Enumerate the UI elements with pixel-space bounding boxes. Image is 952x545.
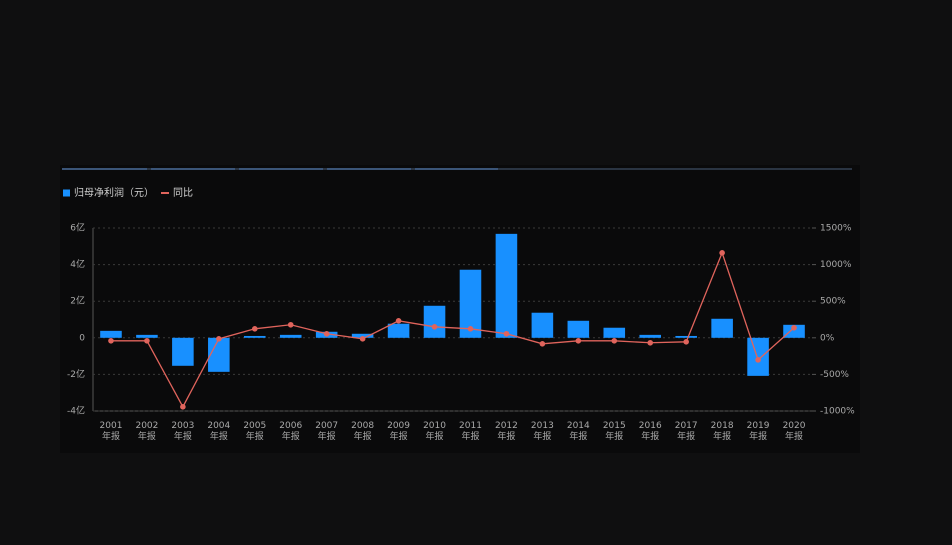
y2-tick-label: 0% (820, 333, 835, 343)
bar (351, 333, 374, 338)
x-tick-label: 2010 年报 (423, 421, 446, 442)
x-tick-label: 2003 年报 (171, 421, 194, 442)
bar (172, 337, 194, 366)
x-tick-label: 2008 年报 (351, 421, 374, 442)
line-point (395, 318, 402, 324)
bar (208, 337, 230, 372)
bar (675, 335, 697, 338)
x-tick-label: 2004 年报 (207, 421, 230, 442)
line-point (683, 339, 689, 345)
line-point (503, 330, 510, 337)
x-tick-label: 2007 年报 (315, 421, 338, 442)
y2-tick-label: 1500% (820, 224, 852, 234)
bar (100, 330, 122, 338)
bar (603, 327, 626, 338)
x-tick-label: 2011 年报 (459, 421, 482, 442)
x-tick-label: 2015 年报 (603, 421, 626, 442)
y-tick-label: 2亿 (70, 295, 85, 307)
bar (243, 335, 266, 338)
bar (531, 312, 554, 338)
line-point (719, 250, 725, 256)
x-tick-label: 2018 年报 (711, 421, 734, 442)
y-tick-label: -4亿 (67, 405, 85, 417)
x-tick-label: 2002 年报 (135, 421, 158, 442)
x-tick-label: 2017 年报 (675, 421, 698, 442)
x-tick-label: 2020 年报 (783, 421, 806, 442)
y-tick-label: 0 (79, 333, 85, 343)
line-point (575, 338, 582, 344)
x-tick-label: 2001 年报 (100, 421, 123, 442)
line-point (791, 324, 797, 331)
line-point (647, 339, 654, 346)
bar (783, 324, 805, 338)
bar (495, 233, 518, 338)
line-point (287, 321, 294, 328)
y2-tick-label: 500% (820, 297, 846, 307)
line-point (611, 338, 618, 344)
x-tick-label: 2005 年报 (243, 421, 266, 442)
line (110, 250, 795, 409)
bar (136, 334, 158, 338)
line-point (539, 341, 546, 347)
line-point (216, 336, 222, 342)
y2-tick-label: -500% (820, 370, 849, 380)
bar (459, 269, 482, 338)
bar (279, 334, 302, 338)
x-tick-label: 2019 年报 (747, 421, 770, 442)
x-tick-label: 2013 年报 (531, 421, 554, 442)
line-point (180, 404, 186, 410)
line-point (144, 338, 150, 344)
legend-label: 同比 (173, 187, 193, 199)
y-tick-label: 4亿 (70, 258, 85, 270)
x-tick-label: 2006 年报 (279, 421, 302, 442)
bar (423, 305, 446, 338)
bar (567, 320, 590, 338)
x-tick-label: 2016 年报 (639, 421, 662, 442)
line-point (755, 357, 761, 363)
bar (711, 318, 733, 338)
y2-tick-label: 1000% (820, 260, 852, 270)
line-point (323, 330, 330, 337)
x-tick-label: 2009 年报 (387, 421, 410, 442)
bar (747, 337, 769, 376)
x-tick-label: 2012 年报 (495, 421, 518, 442)
legend-swatch (63, 189, 70, 197)
line-point (108, 338, 114, 344)
line-point (431, 324, 438, 330)
y2-tick-label: -1000% (820, 407, 855, 417)
x-tick-label: 2014 年报 (567, 421, 590, 442)
bar (387, 323, 410, 338)
line-point (467, 325, 474, 332)
legend-label: 归母净利润（元） (74, 186, 154, 199)
line-point (251, 325, 258, 332)
bar (639, 334, 662, 338)
y-tick-label: -2亿 (67, 368, 85, 380)
y-tick-label: 6亿 (70, 222, 85, 234)
line-point (359, 336, 366, 342)
